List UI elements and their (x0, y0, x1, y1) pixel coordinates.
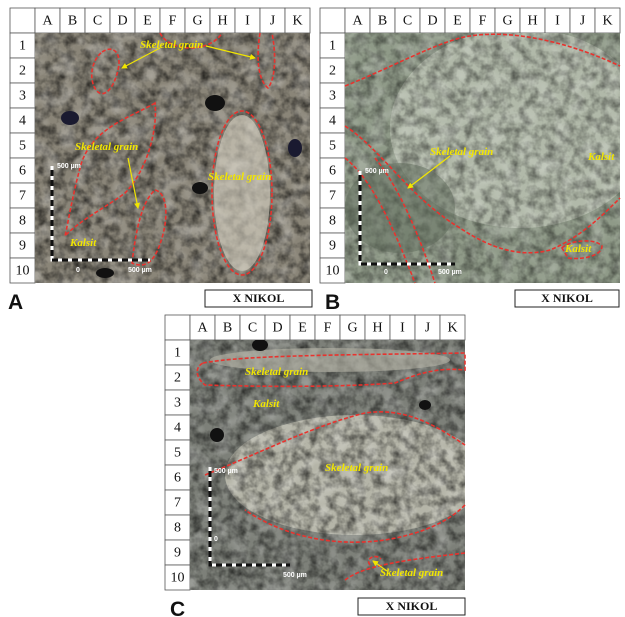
scale-label: 500 µm (128, 267, 152, 274)
annotation: Kalsit (252, 398, 280, 410)
column-label: E (453, 14, 462, 29)
panel-letter: B (325, 291, 340, 314)
row-label: 9 (19, 239, 26, 254)
grid-corner (320, 8, 345, 33)
caption: X NIKOL (386, 599, 438, 613)
row-label: 4 (329, 114, 336, 129)
figure: ABCDEFGHIJK12345678910 Skeletal grain Sk… (0, 0, 625, 617)
column-label: A (42, 14, 53, 29)
scale-label: 0 (214, 536, 218, 543)
scale-label: 0 (384, 269, 388, 276)
column-label: D (427, 14, 437, 29)
row-label: 8 (19, 214, 26, 229)
column-label: B (68, 14, 77, 29)
row-label: 5 (174, 446, 181, 461)
column-label: A (352, 14, 363, 29)
body: ABCDEFGHIJK12345678910 Skeletal grain Sk… (0, 0, 625, 617)
annotation: Skeletal grain (140, 39, 203, 51)
row-label: 3 (329, 89, 336, 104)
annotation: Skeletal grain (325, 462, 388, 474)
column-label: I (245, 14, 250, 29)
row-label: 7 (329, 189, 336, 204)
row-label: 10 (326, 264, 340, 279)
column-label: K (292, 14, 302, 29)
annotation: Kalsit (587, 151, 615, 163)
column-label: C (403, 14, 412, 29)
column-label: G (502, 14, 512, 29)
column-label: J (270, 14, 276, 29)
column-label: G (347, 321, 357, 336)
grid-corner (165, 315, 190, 340)
column-label: H (527, 14, 537, 29)
scale-label: 0 (76, 267, 80, 274)
scale-label: 500 µm (57, 163, 81, 170)
column-label: F (479, 14, 487, 29)
panel-letter: A (8, 291, 23, 314)
row-label: 1 (174, 346, 181, 361)
row-label: 8 (329, 214, 336, 229)
row-label: 3 (174, 396, 181, 411)
column-label: A (197, 321, 208, 336)
row-label: 1 (19, 39, 26, 54)
panel-c: ABCDEFGHIJK12345678910 Skeletal grain Ka… (165, 315, 485, 617)
row-label: 10 (16, 264, 30, 279)
row-label: 6 (174, 471, 181, 486)
row-label: 9 (174, 546, 181, 561)
grid-corner (10, 8, 35, 33)
column-label: D (117, 14, 127, 29)
scale-label: 500 µm (283, 572, 307, 579)
column-label: J (580, 14, 586, 29)
row-label: 4 (174, 421, 181, 436)
page: Thin sections {"columns": ["A", "B", "C"… (0, 0, 625, 617)
caption: X NIKOL (541, 291, 593, 305)
column-label: I (555, 14, 560, 29)
scale-label: 500 µm (365, 168, 389, 175)
annotation: Kalsit (564, 243, 592, 255)
row-label: 7 (174, 496, 181, 511)
caption: X NIKOL (233, 291, 285, 305)
panel-letter: C (170, 598, 185, 617)
row-label: 10 (171, 571, 185, 586)
row-label: 3 (19, 89, 26, 104)
column-label: C (248, 321, 257, 336)
column-label: C (93, 14, 102, 29)
row-label: 9 (329, 239, 336, 254)
column-label: I (400, 321, 405, 336)
row-label: 8 (174, 521, 181, 536)
column-label: K (447, 321, 457, 336)
column-label: J (425, 321, 431, 336)
scale-label: 500 µm (214, 468, 238, 475)
annotation: Kalsit (69, 237, 97, 249)
column-label: D (272, 321, 282, 336)
column-label: H (217, 14, 227, 29)
row-label: 4 (19, 114, 26, 129)
row-label: 2 (174, 371, 181, 386)
column-label: F (324, 321, 332, 336)
row-label: 6 (329, 164, 336, 179)
annotation: Skeletal grain (208, 171, 271, 183)
row-label: 5 (19, 139, 26, 154)
column-label: G (192, 14, 202, 29)
column-label: E (143, 14, 152, 29)
row-label: 2 (19, 64, 26, 79)
column-label: K (602, 14, 612, 29)
annotation: Skeletal grain (245, 366, 308, 378)
column-label: H (372, 321, 382, 336)
row-label: 5 (329, 139, 336, 154)
scale-label: 500 µm (438, 269, 462, 276)
column-label: F (169, 14, 177, 29)
row-label: 1 (329, 39, 336, 54)
annotation: Skeletal grain (380, 567, 443, 579)
column-label: B (378, 14, 387, 29)
row-label: 7 (19, 189, 26, 204)
row-label: 2 (329, 64, 336, 79)
row-label: 6 (19, 164, 26, 179)
annotation: Skeletal grain (75, 141, 138, 153)
column-label: E (298, 321, 307, 336)
column-label: B (223, 321, 232, 336)
annotation: Skeletal grain (430, 146, 493, 158)
